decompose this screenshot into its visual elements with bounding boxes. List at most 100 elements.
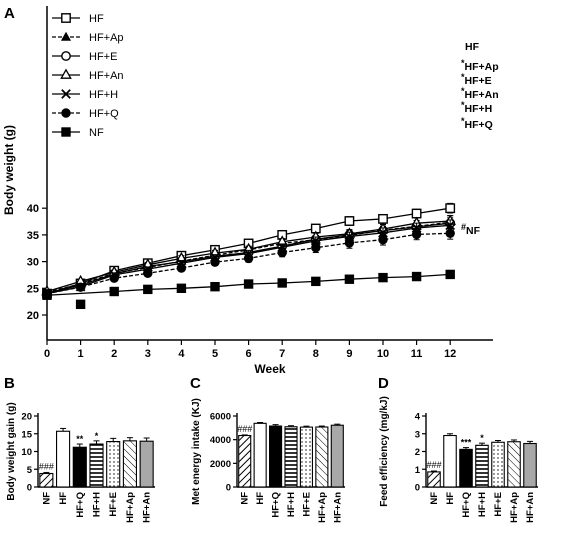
- bar-hf-ap: HF+Ap: [315, 425, 329, 523]
- legend-marker: [61, 108, 71, 118]
- bar-hf-h: * HF+H: [89, 431, 104, 517]
- y-tick-label: 0: [415, 483, 420, 494]
- x-tick-label: HF+An: [142, 492, 153, 523]
- bar-rect: [299, 426, 313, 488]
- significance-label: ***: [461, 438, 472, 448]
- data-point: [445, 228, 455, 238]
- data-point: [378, 213, 388, 224]
- data-point: [445, 269, 455, 280]
- y-tick-label: 25: [27, 283, 39, 295]
- significance-label: *: [95, 431, 99, 441]
- panel-letter-d: D: [378, 375, 389, 392]
- x-tick-label: NF: [429, 492, 440, 505]
- data-point: [75, 299, 86, 310]
- y-axis-title: Body weight gain (g): [6, 402, 17, 500]
- data-point: [143, 284, 153, 295]
- legend-label: HF+Q: [89, 108, 119, 120]
- data-point: [75, 282, 86, 292]
- significance-label: **: [76, 434, 84, 444]
- legend-item: HF+Ap: [52, 31, 124, 44]
- x-tick-label: 8: [313, 348, 319, 360]
- y-tick-label: 40: [27, 203, 39, 215]
- data-point: [310, 235, 321, 246]
- data-point: [378, 235, 388, 245]
- bar-hf: HF: [443, 433, 457, 505]
- data-point: [176, 283, 187, 294]
- data-point: [411, 229, 422, 240]
- bar-hf-q: ** HF+Q: [72, 434, 87, 518]
- bar-rect: [106, 441, 121, 488]
- legend-label: HF+E: [89, 51, 117, 63]
- legend-item: HF+An: [52, 68, 124, 82]
- y-tick-label: 20: [27, 310, 39, 322]
- significance-label: ###: [39, 461, 54, 471]
- legend-label: HF+H: [89, 89, 118, 101]
- data-point: [109, 286, 119, 297]
- data-point: [42, 290, 52, 300]
- bar-hf-h: * HF+H: [475, 433, 489, 517]
- bar-rect: [122, 440, 137, 488]
- series-line: [46, 273, 451, 296]
- series-nf: [42, 269, 455, 310]
- legend-marker: [61, 89, 71, 99]
- x-tick-label: HF: [58, 492, 69, 505]
- bar-rect: [443, 434, 457, 488]
- bar-rect: [523, 442, 537, 488]
- x-tick-label: HF+Q: [271, 492, 282, 518]
- y-axis-title: Met energy intake (KJ): [191, 398, 202, 505]
- x-tick-label: 7: [279, 348, 285, 360]
- series-end-label: *HF+H: [461, 100, 492, 115]
- bar-nf: ### NF: [237, 424, 252, 505]
- x-tick-label: HF: [445, 492, 456, 505]
- x-tick-label: 10: [377, 348, 389, 360]
- y-tick-label: 35: [27, 230, 39, 242]
- x-tick-label: 6: [246, 348, 252, 360]
- data-point: [344, 216, 355, 226]
- bar-rect: [315, 426, 329, 488]
- bar-hf-q: HF+Q: [269, 424, 283, 518]
- series-end-label: *HF+Ap: [461, 58, 499, 73]
- series-end-label: HF: [465, 41, 480, 53]
- y-tick-label: 4: [415, 412, 421, 423]
- y-tick-label: 2000: [210, 459, 231, 470]
- x-marker-stroke: [378, 227, 388, 238]
- y-tick-label: 1: [415, 465, 421, 476]
- x-tick-label: NF: [240, 492, 251, 505]
- legend-marker: [61, 127, 71, 137]
- data-point: [210, 257, 220, 267]
- x-tick-label: HF+H: [286, 492, 297, 517]
- data-point: [143, 268, 153, 279]
- bar-rect: [89, 443, 104, 488]
- data-point: [176, 263, 187, 273]
- bar-chart-weight-gain: 0 5 10 15 20 Body weight gain (g) ### NF HF ** HF+…: [6, 402, 155, 523]
- legend-label: NF: [89, 127, 104, 139]
- bar-hf-an: HF+An: [139, 437, 154, 523]
- data-point: [344, 274, 355, 284]
- y-axis-title: Body weight (g): [2, 125, 16, 215]
- bar-hf-an: HF+An: [523, 440, 537, 523]
- data-point: [243, 279, 254, 289]
- bar-rect: [459, 448, 473, 488]
- legend: HF HF+Ap HF+E HF+An HF+H HF+Q NF: [52, 13, 124, 139]
- x-tick-label: HF: [255, 492, 266, 505]
- bar-hf: HF: [253, 422, 267, 505]
- legend-label: HF+Ap: [89, 32, 124, 44]
- x-tick-label: 9: [346, 348, 352, 360]
- x-tick-label: 2: [111, 348, 117, 360]
- data-point: [277, 278, 287, 288]
- x-marker-stroke: [61, 89, 71, 99]
- bar-rect: [330, 424, 344, 488]
- bar-rect: [491, 441, 505, 488]
- bar-hf-h: HF+H: [284, 425, 298, 517]
- y-tick-label: 5: [27, 465, 33, 476]
- legend-label: HF+An: [89, 70, 124, 82]
- significance-label: *: [480, 433, 484, 443]
- bar-rect: [427, 471, 441, 488]
- legend-marker: [60, 31, 72, 41]
- y-tick-label: 2: [415, 447, 420, 458]
- bar-hf-e: HF+E: [491, 439, 505, 517]
- y-tick-label: 20: [21, 412, 32, 423]
- x-tick-label: HF+Ap: [509, 492, 520, 523]
- y-tick-label: 30: [27, 257, 39, 269]
